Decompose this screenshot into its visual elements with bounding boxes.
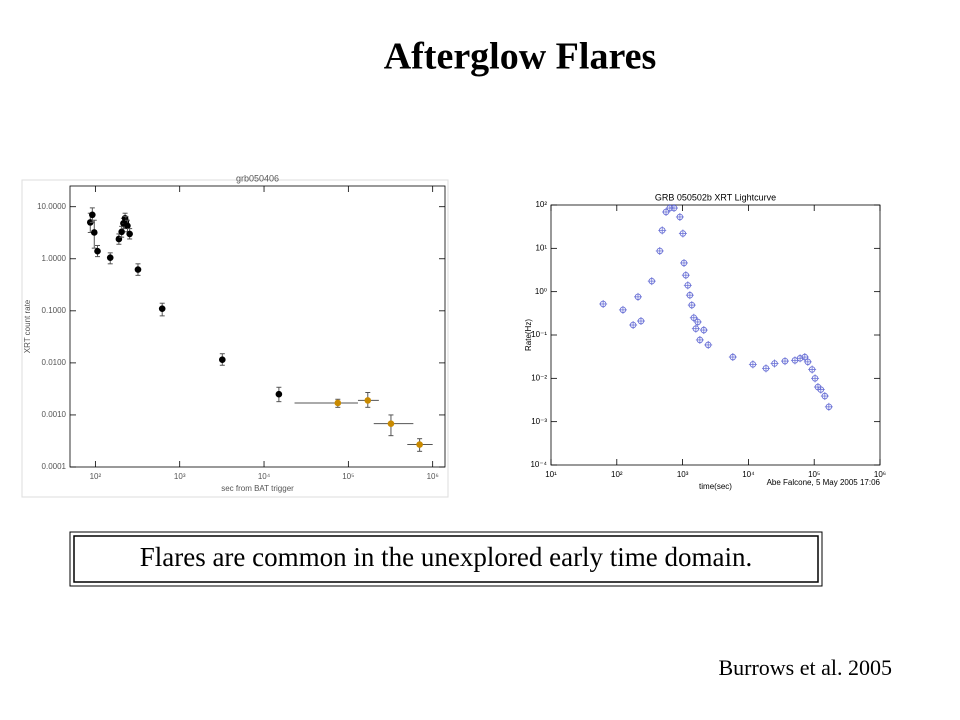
data-point xyxy=(90,229,98,236)
x-tick-label: 10² xyxy=(611,470,623,479)
citation: Burrows et al. 2005 xyxy=(718,655,892,680)
x-axis-label: sec from BAT trigger xyxy=(221,484,294,493)
data-point xyxy=(118,228,125,236)
x-tick-label: 10⁴ xyxy=(258,472,271,481)
data-point xyxy=(158,305,166,312)
y-tick-label: 10⁻² xyxy=(531,373,547,382)
data-point xyxy=(134,266,142,273)
data-point xyxy=(416,441,423,448)
footer: Abe Falcone, 5 May 2005 17:06 xyxy=(767,478,881,487)
x-tick-label: 10⁶ xyxy=(874,470,886,479)
y-tick-label: 10⁻⁴ xyxy=(530,460,547,469)
data-point xyxy=(219,356,226,364)
y-tick-label: 10.0000 xyxy=(37,202,66,211)
slide-title: Afterglow Flares xyxy=(384,36,657,78)
data-point xyxy=(275,390,283,398)
caption-box xyxy=(69,531,823,587)
data-point xyxy=(126,230,133,238)
data-point xyxy=(334,399,342,407)
chart-title: grb050406 xyxy=(236,173,279,183)
y-axis-label: Rate(Hz) xyxy=(524,319,533,351)
x-tick-label: 10⁴ xyxy=(742,470,755,479)
x-tick-label: 10⁵ xyxy=(808,470,820,479)
data-point xyxy=(94,247,101,255)
data-point xyxy=(106,254,114,261)
x-tick-label: 10⁶ xyxy=(427,472,439,481)
data-point xyxy=(387,420,395,427)
data-point xyxy=(364,397,372,404)
y-tick-label: 0.1000 xyxy=(42,306,67,315)
plot-frame xyxy=(550,204,881,466)
y-axis-label: XRT count rate xyxy=(23,299,32,353)
data-point xyxy=(89,211,96,219)
x-axis-label: time(sec) xyxy=(699,482,732,491)
chart-title: GRB 050502b XRT Lightcurve xyxy=(655,192,776,202)
y-tick-label: 10⁰ xyxy=(535,287,547,296)
x-tick-label: 10¹ xyxy=(545,470,557,479)
y-tick-label: 0.0100 xyxy=(42,358,67,367)
y-tick-label: 10⁻¹ xyxy=(531,330,547,339)
y-tick-label: 10² xyxy=(535,200,547,209)
caption-box-inner xyxy=(73,535,819,583)
x-tick-label: 10⁵ xyxy=(342,472,354,481)
y-tick-label: 1.0000 xyxy=(42,254,67,263)
y-tick-label: 0.0010 xyxy=(42,410,67,419)
data-point xyxy=(124,222,131,230)
y-tick-label: 0.0001 xyxy=(42,462,67,471)
x-tick-label: 10³ xyxy=(677,470,689,479)
y-tick-label: 10¹ xyxy=(535,243,547,252)
y-tick-label: 10⁻³ xyxy=(531,417,547,426)
x-tick-label: 10² xyxy=(90,472,102,481)
caption: Flares are common in the unexplored earl… xyxy=(140,542,753,572)
x-tick-label: 10³ xyxy=(174,472,186,481)
